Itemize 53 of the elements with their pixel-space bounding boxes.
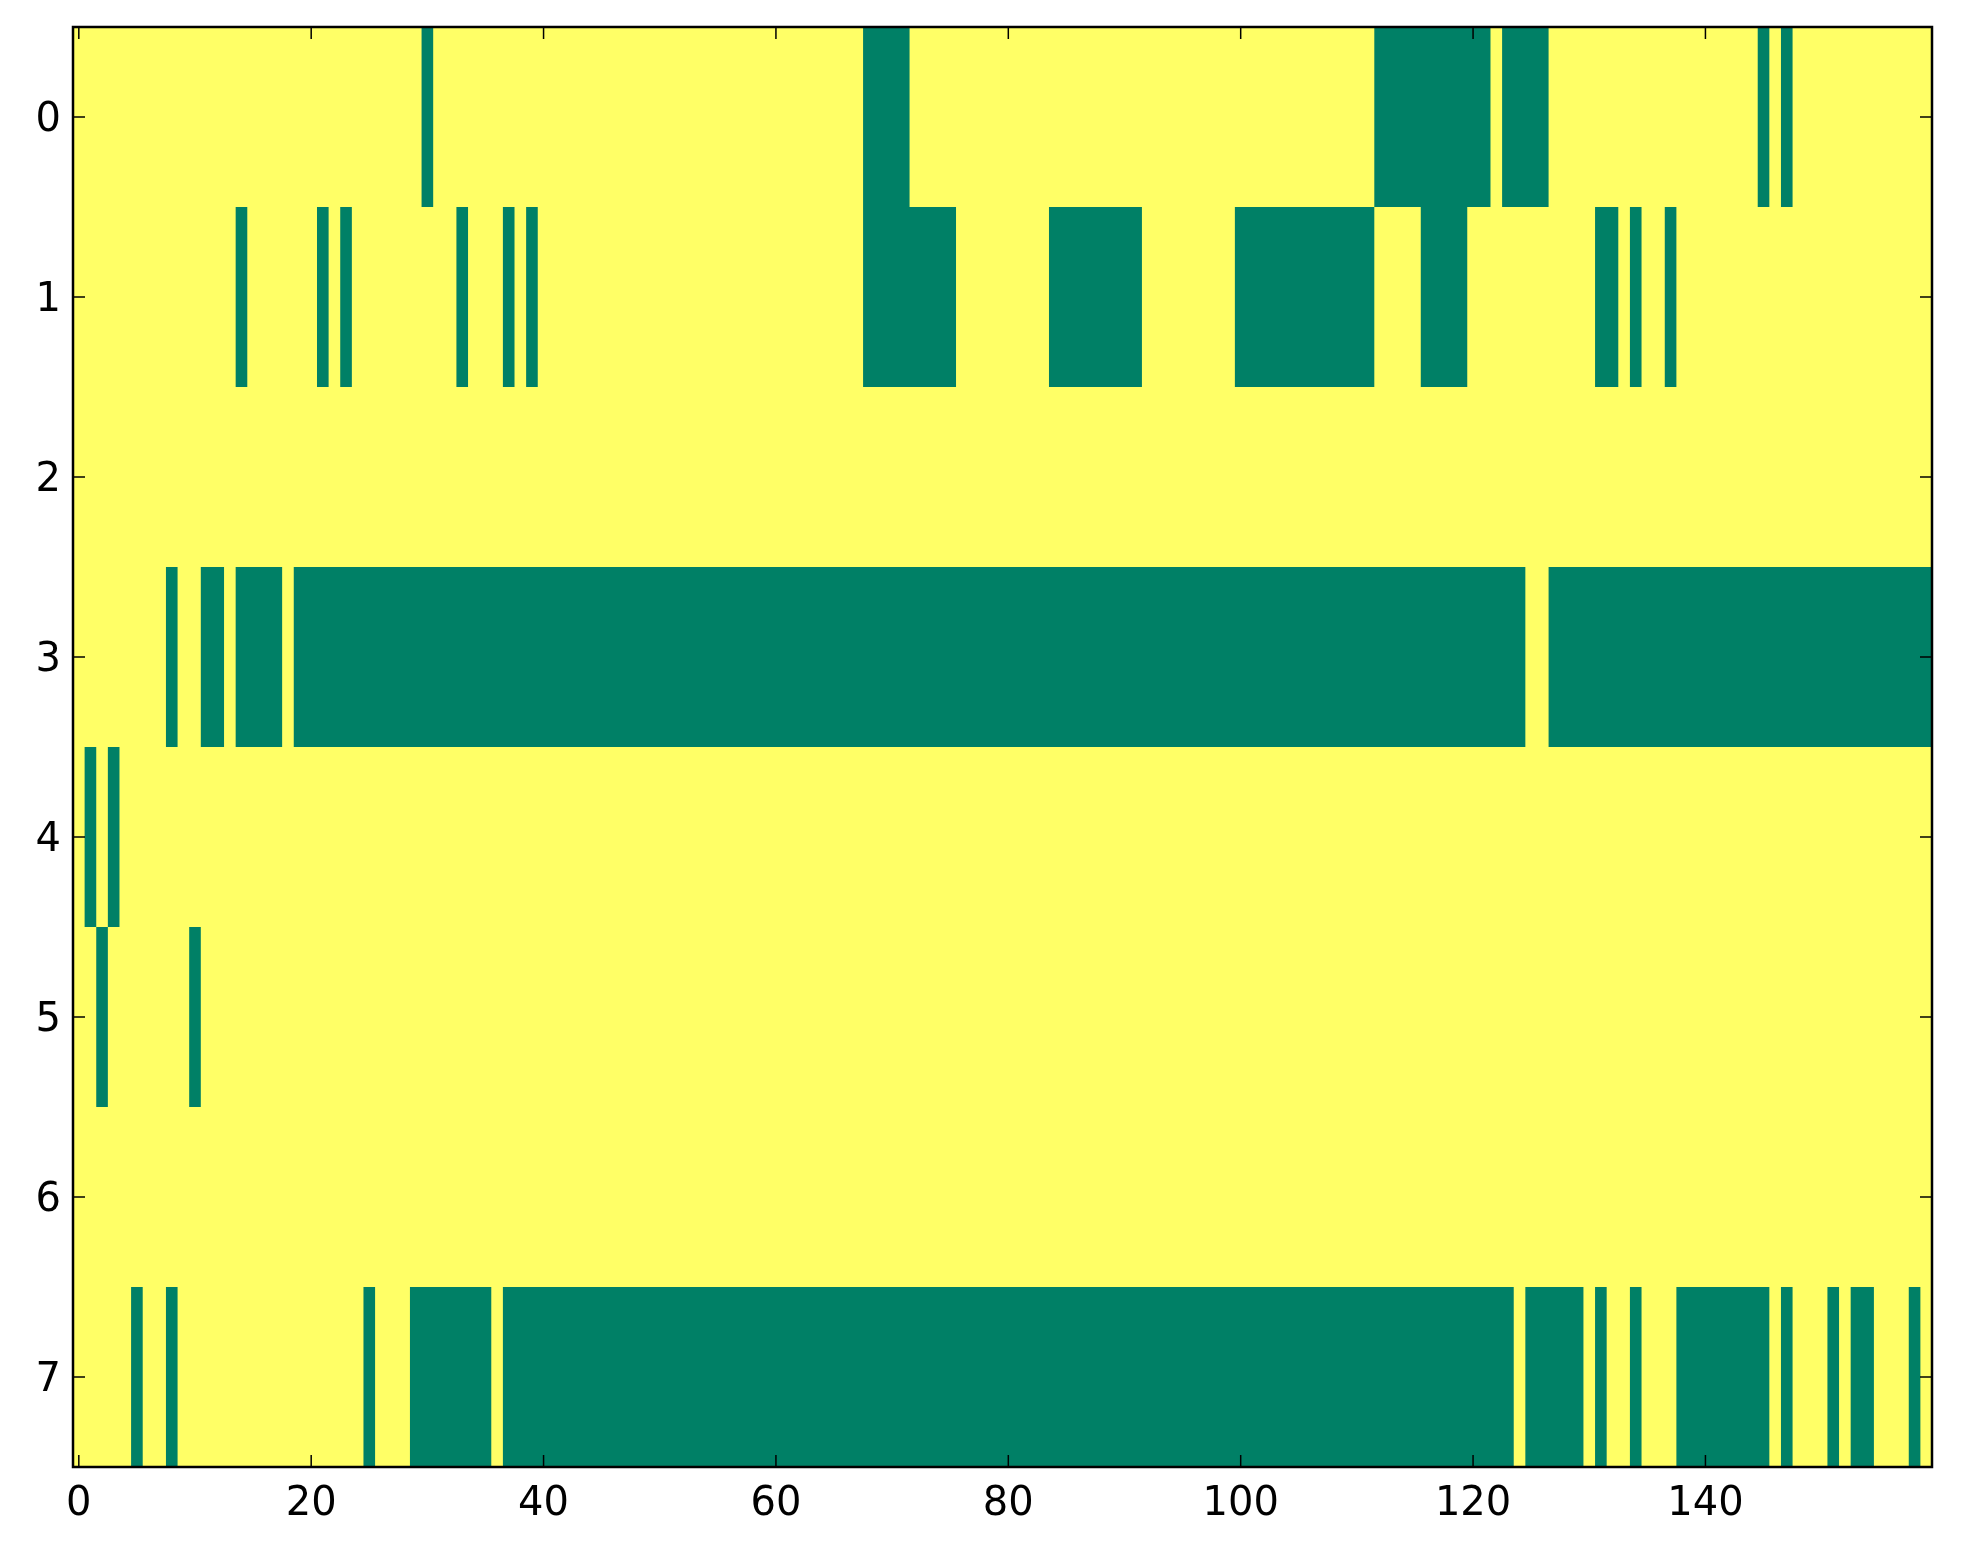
- bar: [1780, 1287, 1793, 1467]
- y-tick-label: 6: [35, 1174, 61, 1220]
- bar: [293, 567, 1526, 747]
- bar: [421, 27, 434, 207]
- x-tick-label: 100: [1202, 1478, 1279, 1524]
- bar: [1850, 1287, 1874, 1467]
- x-tick-label: 120: [1434, 1478, 1512, 1524]
- bar: [1595, 207, 1619, 387]
- bar: [96, 927, 108, 1107]
- x-tick-label: 40: [518, 1478, 570, 1524]
- bar: [131, 1287, 143, 1467]
- bar: [1525, 1287, 1584, 1467]
- bar: [235, 567, 283, 747]
- x-tick-label: 0: [66, 1478, 92, 1524]
- bar: [165, 1287, 178, 1467]
- y-tick-label: 4: [35, 814, 61, 860]
- bar: [165, 567, 178, 747]
- bar: [1548, 567, 1932, 747]
- bar: [189, 927, 201, 1107]
- bar: [316, 207, 329, 387]
- bar: [502, 207, 515, 387]
- bar: [107, 747, 120, 927]
- bar: [1502, 27, 1549, 207]
- y-tick-label: 2: [35, 454, 61, 500]
- bar: [1757, 27, 1770, 207]
- x-tick-label: 80: [982, 1478, 1034, 1524]
- x-tick-label: 60: [750, 1478, 802, 1524]
- bar: [1595, 1287, 1607, 1467]
- y-tick-label: 5: [35, 994, 61, 1040]
- bar: [200, 567, 225, 747]
- bar: [456, 207, 469, 387]
- bar: [1048, 207, 1142, 387]
- bar: [1780, 27, 1793, 207]
- y-tick-label: 7: [35, 1354, 61, 1400]
- bar: [1629, 207, 1642, 387]
- bar: [1827, 1287, 1840, 1467]
- bar: [1629, 1287, 1642, 1467]
- bar: [235, 207, 248, 387]
- bar: [84, 747, 97, 927]
- y-tick-label: 1: [35, 274, 61, 320]
- bar: [340, 207, 352, 387]
- bar: [409, 1287, 492, 1467]
- bar: [526, 207, 538, 387]
- x-tick-label: 20: [285, 1478, 337, 1524]
- x-tick-label: 140: [1667, 1478, 1744, 1524]
- bar: [502, 1287, 1514, 1467]
- bar: [363, 1287, 376, 1467]
- bar: [1676, 1287, 1770, 1467]
- y-tick-label: 0: [35, 94, 61, 140]
- bar: [1234, 207, 1375, 387]
- bar: [1908, 1287, 1921, 1467]
- y-tick-label: 3: [35, 634, 61, 680]
- bar: [1664, 207, 1677, 387]
